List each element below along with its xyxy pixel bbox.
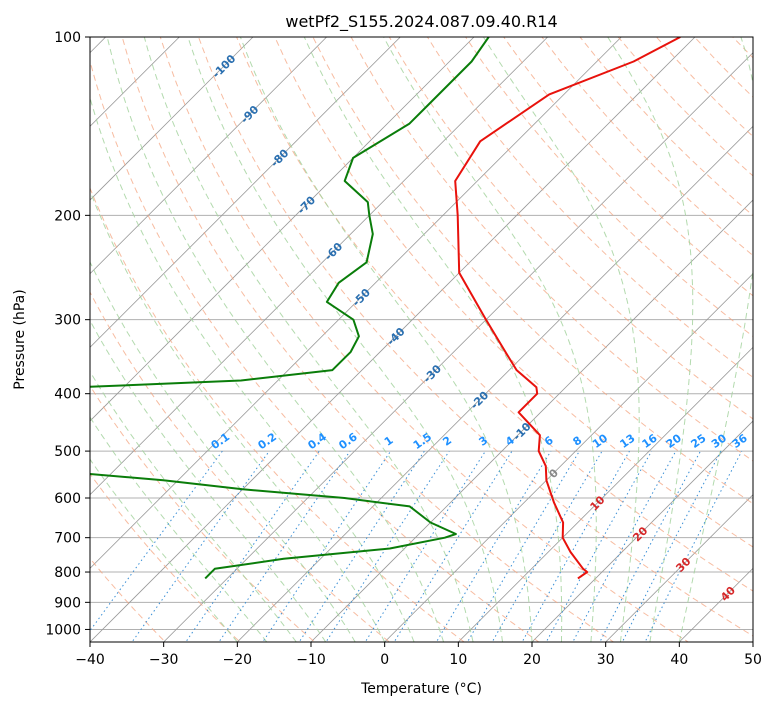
x-tick-label: 20 — [523, 652, 541, 668]
x-tick-label: 50 — [744, 652, 762, 668]
dry-adiabat-line — [503, 37, 753, 297]
moist-adiabat-line — [187, 37, 503, 642]
isotherm-line — [90, 37, 401, 348]
moist-adiabat-line — [303, 37, 563, 642]
y-tick-label: 300 — [54, 313, 81, 329]
mixing-ratio-line — [466, 450, 580, 642]
y-tick-label: 100 — [54, 30, 81, 46]
mixing-ratio-line — [644, 450, 743, 642]
y-tick-label: 200 — [54, 208, 81, 224]
x-tick-label: −10 — [296, 652, 326, 668]
x-tick-label: −30 — [149, 652, 179, 668]
x-tick-label: −40 — [75, 652, 105, 668]
isotherm-line — [90, 37, 548, 496]
isotherm-line — [90, 37, 696, 642]
moist-adiabat-line — [239, 37, 533, 642]
mixing-ratio-line — [393, 450, 513, 642]
mixing-ratio-line — [325, 450, 450, 642]
isotherm-line — [605, 494, 753, 642]
moist-adiabat-line — [90, 96, 415, 642]
dry-adiabat-line — [198, 37, 753, 637]
moist-adiabat-line — [482, 37, 640, 642]
mixing-ratio-line — [262, 450, 392, 642]
x-tick-label: 0 — [380, 652, 389, 668]
dry-adiabat-line — [274, 37, 753, 548]
isotherm-line — [90, 37, 327, 275]
moist-adiabat-line — [106, 37, 445, 642]
isotherm-line — [163, 52, 753, 642]
isotherm-line — [531, 420, 753, 642]
mixing-ratio-line — [364, 450, 486, 642]
x-axis-label: Temperature (°C) — [360, 681, 482, 697]
moist-adiabat-line — [90, 416, 268, 642]
moist-adiabat-line — [607, 37, 694, 642]
moist-adiabat-line — [678, 37, 753, 642]
dry-adiabat-line — [90, 186, 465, 642]
mixing-ratio-line — [435, 450, 552, 642]
dry-adiabat-line — [90, 472, 241, 642]
dry-adiabat-line — [312, 37, 753, 505]
y-tick-label: 400 — [54, 387, 81, 403]
mixing-ratio-line — [90, 450, 223, 632]
isotherm-line — [90, 37, 475, 422]
y-axis-label: Pressure (hPa) — [12, 289, 28, 389]
moist-adiabat-line — [90, 458, 238, 642]
dry-adiabat-line — [236, 37, 753, 592]
x-tick-label: 40 — [670, 652, 688, 668]
isotherm-line — [237, 125, 753, 642]
plot-frame — [89, 36, 754, 643]
x-tick-label: 30 — [597, 652, 615, 668]
temperature-line — [454, 37, 681, 580]
x-tick-label: 10 — [449, 652, 467, 668]
moist-adiabat-line — [90, 260, 356, 642]
moist-adiabat-line — [90, 370, 297, 642]
dry-adiabat-line — [121, 37, 615, 642]
moist-adiabat-line — [90, 189, 386, 642]
dry-adiabat-line — [90, 384, 316, 642]
y-tick-label: 800 — [54, 565, 81, 581]
mixing-ratio-line — [298, 450, 425, 642]
y-tick-label: 700 — [54, 531, 81, 547]
isotherm-line — [90, 37, 622, 569]
chart-title: wetPf2_S155.2024.087.09.40.R14 — [285, 12, 557, 32]
mixing-ratio-line — [491, 450, 603, 642]
mixing-ratio-line — [521, 450, 630, 642]
dewpoint-line — [90, 37, 490, 580]
y-tick-label: 500 — [54, 444, 81, 460]
moist-adiabat-line — [143, 37, 474, 642]
moist-adiabat-line — [383, 37, 597, 642]
y-tick-label: 1000 — [45, 622, 81, 638]
isotherm-line — [310, 199, 753, 642]
isotherm-line — [90, 37, 254, 201]
y-tick-label: 900 — [54, 595, 81, 611]
isotherm-line — [384, 273, 753, 642]
dry-adiabat-line — [465, 37, 753, 338]
mixing-ratio-line — [621, 450, 722, 642]
x-tick-label: −20 — [223, 652, 253, 668]
y-tick-label: 600 — [54, 491, 81, 507]
